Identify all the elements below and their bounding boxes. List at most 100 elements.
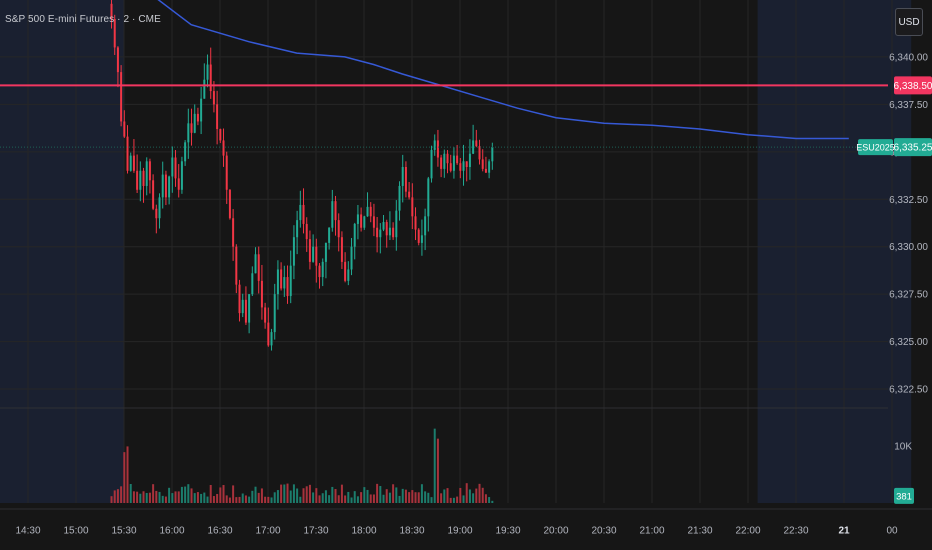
- volume-bar: [174, 491, 177, 503]
- candle-body: [446, 153, 449, 164]
- candle-body: [193, 113, 196, 133]
- candle-body: [267, 322, 270, 346]
- volume-bar: [356, 496, 359, 503]
- candle-body: [177, 178, 180, 190]
- price-level-badge: [894, 76, 932, 95]
- volume-bar: [308, 484, 311, 503]
- candle-body: [180, 161, 183, 190]
- volume-bar: [456, 496, 459, 503]
- volume-bar: [411, 490, 414, 503]
- candle-body: [324, 242, 327, 262]
- volume-bar: [372, 494, 375, 503]
- price-tick-label: 6,332.50: [889, 195, 928, 206]
- candle-body: [139, 170, 142, 190]
- contract-badge: [858, 139, 893, 156]
- volume-bar: [475, 488, 478, 503]
- candle-body: [363, 216, 366, 228]
- volume-bar: [116, 489, 119, 503]
- candle-body: [376, 227, 379, 238]
- volume-bar: [408, 492, 411, 503]
- candle-body: [404, 166, 407, 192]
- candle-body: [459, 163, 462, 171]
- candle-body: [449, 163, 452, 171]
- candle-body: [491, 147, 494, 162]
- volume-bar: [363, 487, 366, 503]
- volume-bar: [436, 438, 439, 503]
- candle-body: [356, 214, 359, 224]
- volume-bar: [395, 487, 398, 503]
- candlestick-series: [110, 0, 494, 351]
- volume-bar: [145, 492, 148, 503]
- volume-bar: [264, 496, 267, 503]
- volume-bar: [171, 493, 174, 503]
- volume-bar: [376, 483, 379, 503]
- candle-body: [126, 136, 129, 171]
- candle-body: [350, 246, 353, 270]
- price-tick-label: 6,322.50: [889, 385, 928, 396]
- time-tick-label: 14:30: [15, 526, 40, 537]
- time-tick-label: 18:00: [351, 526, 376, 537]
- candle-body: [222, 140, 225, 156]
- volume-bar: [120, 486, 123, 503]
- time-tick-label: 18:30: [399, 526, 424, 537]
- volume-bar: [232, 485, 235, 503]
- candle-body: [209, 64, 212, 92]
- candle-body: [248, 294, 251, 323]
- candle-body: [251, 273, 254, 295]
- volume-bar: [401, 488, 404, 503]
- candle-body: [395, 210, 398, 238]
- candle-body: [200, 98, 203, 122]
- candle-body: [161, 174, 164, 198]
- volume-bar: [388, 492, 391, 503]
- volume-bar: [369, 494, 372, 503]
- volume-bar: [190, 488, 193, 503]
- volume-bar: [219, 487, 222, 503]
- candle-body: [478, 146, 481, 160]
- candle-body: [424, 216, 427, 236]
- volume-bar: [424, 491, 427, 503]
- currency-button[interactable]: USD: [895, 8, 923, 36]
- candle-body: [212, 91, 215, 105]
- candle-body: [235, 246, 238, 285]
- volume-bar: [321, 493, 324, 503]
- volume-bar: [241, 493, 244, 503]
- candle-body: [440, 157, 443, 169]
- candle-body: [289, 265, 292, 297]
- volume-bar: [385, 489, 388, 503]
- candle-body: [321, 261, 324, 278]
- candle-body: [225, 155, 228, 190]
- candle-body: [116, 47, 119, 73]
- candle-body: [462, 161, 465, 171]
- candle-body: [148, 161, 151, 181]
- time-tick-label: 16:30: [207, 526, 232, 537]
- volume-bar: [132, 491, 135, 503]
- volume-bar: [433, 428, 436, 503]
- volume-bar: [196, 492, 199, 503]
- candle-body: [369, 206, 372, 217]
- volume-bar: [404, 489, 407, 503]
- candle-body: [280, 269, 283, 289]
- candle-body: [299, 204, 302, 221]
- time-tick-label: 19:30: [495, 526, 520, 537]
- volume-bar: [302, 488, 305, 503]
- time-tick-label: 20:30: [591, 526, 616, 537]
- time-tick-label: 20:00: [543, 526, 568, 537]
- volume-bar: [158, 491, 161, 503]
- volume-bar: [203, 492, 206, 503]
- volume-bar: [334, 489, 337, 503]
- candle-body: [190, 123, 193, 133]
- volume-bar: [446, 488, 449, 503]
- chart-axes: 6,340.006,337.506,335.006,332.506,330.00…: [15, 52, 932, 537]
- candle-body: [238, 284, 241, 314]
- contract-label: ESU2025: [856, 143, 895, 153]
- volume-bar: [251, 490, 254, 503]
- candle-body: [132, 155, 135, 171]
- volume-bar: [283, 484, 286, 503]
- volume-bar: [136, 491, 139, 503]
- volume-bar: [465, 483, 468, 503]
- time-tick-label: 16:00: [159, 526, 184, 537]
- volume-bar: [280, 484, 283, 503]
- volume-bar: [382, 494, 385, 503]
- candle-body: [436, 140, 439, 158]
